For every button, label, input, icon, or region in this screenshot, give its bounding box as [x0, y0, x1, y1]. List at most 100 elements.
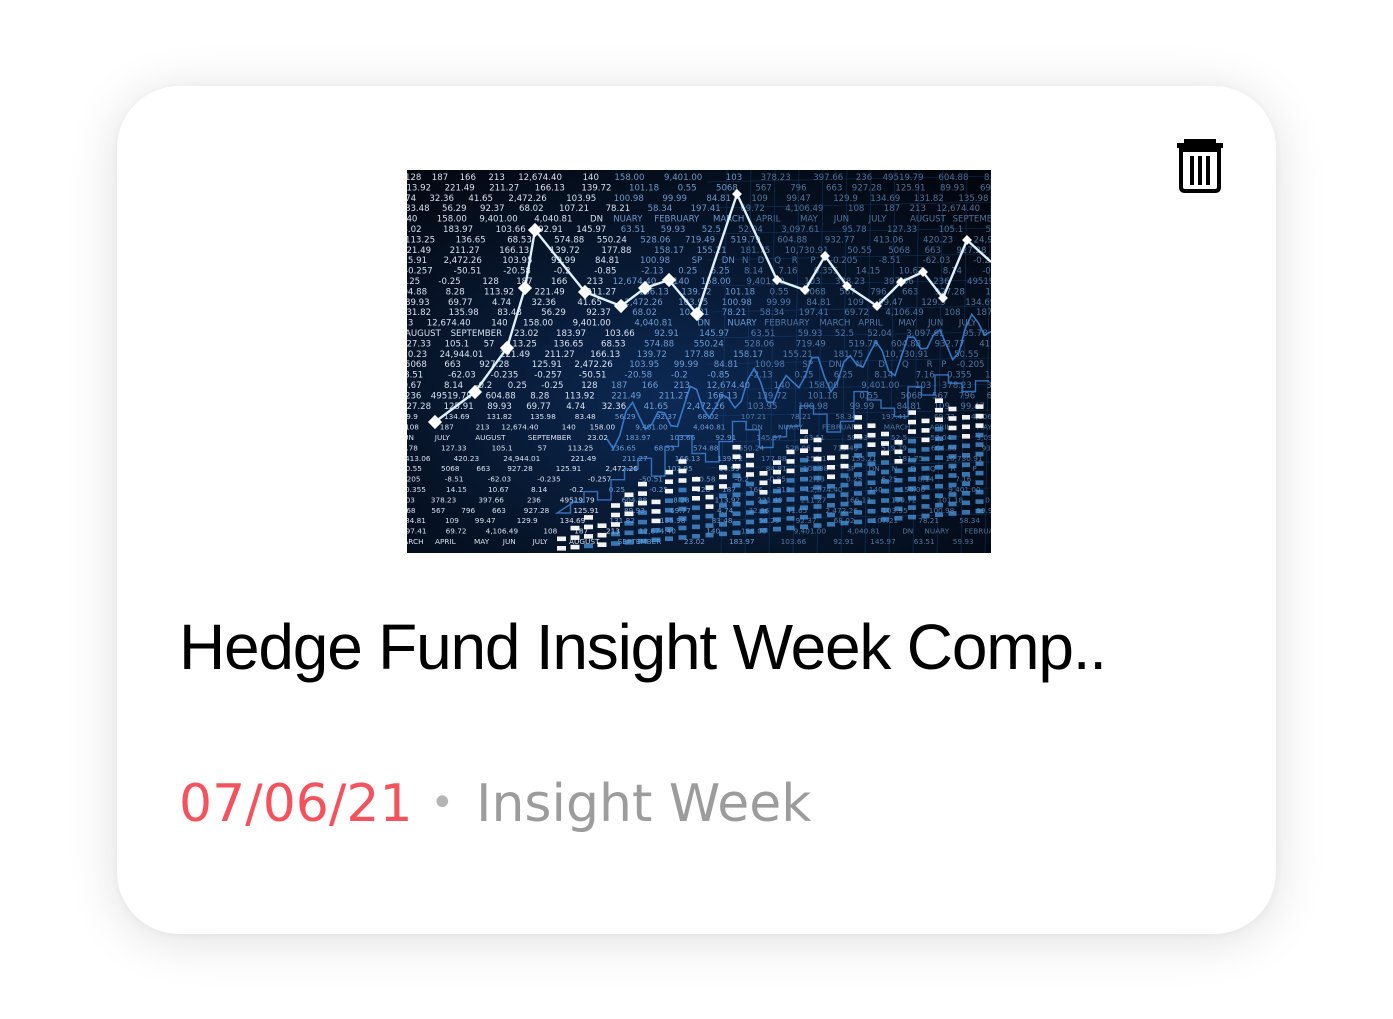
- equalizer-bar: [908, 429, 916, 434]
- ticker-text: 213: [674, 381, 690, 391]
- ticker-text: 92.91: [833, 537, 854, 546]
- ticker-text: 158.00: [523, 319, 553, 329]
- equalizer-bar: [624, 530, 634, 536]
- equalizer-bar: [935, 502, 943, 508]
- equalizer-bar: [813, 447, 822, 452]
- equalizer-bar: [813, 475, 822, 481]
- equalizer-bar: [557, 546, 566, 551]
- equalizer-bar: [840, 444, 849, 450]
- equalizer-bar: [786, 506, 795, 512]
- ticker-text: -0.25: [541, 381, 563, 391]
- ticker-text: 0.25: [609, 485, 625, 494]
- ticker-text: 145.97: [699, 329, 729, 339]
- ticker-text: 4,106.49: [885, 308, 923, 318]
- equalizer-bar: [975, 413, 984, 419]
- equalizer-bar: [867, 470, 876, 476]
- equalizer-bar: [813, 485, 822, 490]
- chart-point: [820, 251, 830, 261]
- ticker-text: 187: [574, 527, 588, 536]
- ticker-text: 41.65: [786, 506, 807, 515]
- ticker-text: 420.23: [923, 235, 953, 245]
- ticker-text: 519.79: [881, 443, 907, 452]
- equalizer-bar: [705, 494, 714, 500]
- equalizer-bar: [827, 465, 835, 470]
- equalizer-bar: [921, 447, 930, 452]
- ticker-text: 8.14: [531, 485, 548, 494]
- ticker-text: 9,401.00: [794, 527, 827, 536]
- equalizer-bar: [908, 486, 916, 491]
- equalizer-bar: [773, 460, 781, 465]
- equalizer-bar: [732, 520, 741, 526]
- ticker-text: 211.27: [622, 454, 648, 463]
- ticker-text: 166: [749, 485, 763, 494]
- ticker-text: 92.37: [480, 204, 505, 214]
- ticker-text: -0.2: [554, 267, 571, 277]
- equalizer-bar: [908, 448, 916, 453]
- ticker-text: 927.28: [507, 464, 533, 473]
- equalizer-bar: [867, 461, 876, 466]
- equalizer-bar: [665, 507, 673, 513]
- chart-point: [872, 301, 882, 311]
- ticker-text: 166: [551, 277, 567, 287]
- ticker-text: 574.88: [644, 339, 674, 349]
- ticker-text: 128: [407, 173, 421, 183]
- ticker-text: 103.66: [670, 433, 696, 442]
- equalizer-bar: [948, 416, 957, 421]
- ticker-text: 69.77: [526, 402, 551, 412]
- ticker-text: 187: [611, 381, 627, 391]
- ticker-text: 796: [461, 506, 475, 515]
- ticker-text: 52.5: [891, 433, 907, 442]
- equalizer-bar: [800, 476, 808, 482]
- chart-point: [613, 298, 629, 314]
- ticker-text: D: [878, 360, 885, 370]
- ticker-text: 0.25: [846, 475, 862, 484]
- ticker-text: 10.67: [899, 267, 924, 277]
- chart-point: [427, 414, 443, 430]
- ticker-text: 211.27: [450, 246, 480, 256]
- ticker-text: 125.91: [573, 506, 599, 515]
- equalizer-bar: [624, 492, 634, 498]
- equalizer-bar: [867, 489, 876, 495]
- ticker-text: MAY: [977, 423, 991, 432]
- equalizer-bar: [962, 443, 970, 449]
- ticker-text: 2,472.26: [605, 464, 638, 473]
- ticker-text: -0.205: [830, 256, 858, 266]
- ticker-text: 183.97: [729, 537, 755, 546]
- ticker-text: -8.51: [445, 475, 464, 484]
- ticker-text: 99.99: [850, 402, 875, 412]
- equalizer-bar: [975, 423, 984, 428]
- ticker-text: 108: [944, 308, 960, 318]
- delete-button[interactable]: [1174, 136, 1226, 196]
- ticker-text: 663: [826, 183, 842, 193]
- equalizer-bar: [746, 453, 754, 458]
- equalizer-bar: [584, 534, 593, 539]
- ticker-text: 84.81: [897, 402, 922, 412]
- equalizer-bar: [854, 500, 862, 506]
- ticker-text: -50.51: [639, 475, 663, 484]
- ticker-text: 49519.79: [560, 495, 595, 504]
- article-source[interactable]: Insight Week: [476, 774, 812, 834]
- article-title[interactable]: Hedge Fund Insight Week Comp..: [179, 611, 1107, 683]
- ticker-text: 103.66: [781, 537, 807, 546]
- ticker-text: 197.41: [691, 204, 721, 214]
- equalizer-bar: [597, 532, 607, 538]
- equalizer-bar: [867, 480, 876, 485]
- equalizer-bar: [678, 459, 687, 464]
- ticker-text: 58.34: [648, 204, 673, 214]
- ticker-text: 135.98: [530, 412, 556, 421]
- equalizer-bar: [665, 469, 673, 475]
- ticker-text: JULY: [532, 537, 549, 546]
- ticker-text: 109: [751, 194, 767, 204]
- chart-point: [938, 293, 948, 303]
- ticker-text: 103: [804, 277, 820, 287]
- ticker-text: 604.88: [931, 443, 957, 452]
- ticker-text: -8.51: [879, 256, 901, 266]
- equalizer-bar: [813, 523, 822, 528]
- ticker-text: FEBRUARY: [654, 215, 700, 225]
- ticker-text: Q: [930, 464, 936, 473]
- news-card[interactable]: 128 187 166 213 12,674.40 140 158.00 9,401.00 10…: [117, 86, 1276, 934]
- grid-line: [706, 357, 991, 365]
- equalizer-bar: [894, 487, 903, 493]
- ticker-text: 927.28: [935, 287, 965, 297]
- ticker-text: 932.77: [825, 235, 855, 245]
